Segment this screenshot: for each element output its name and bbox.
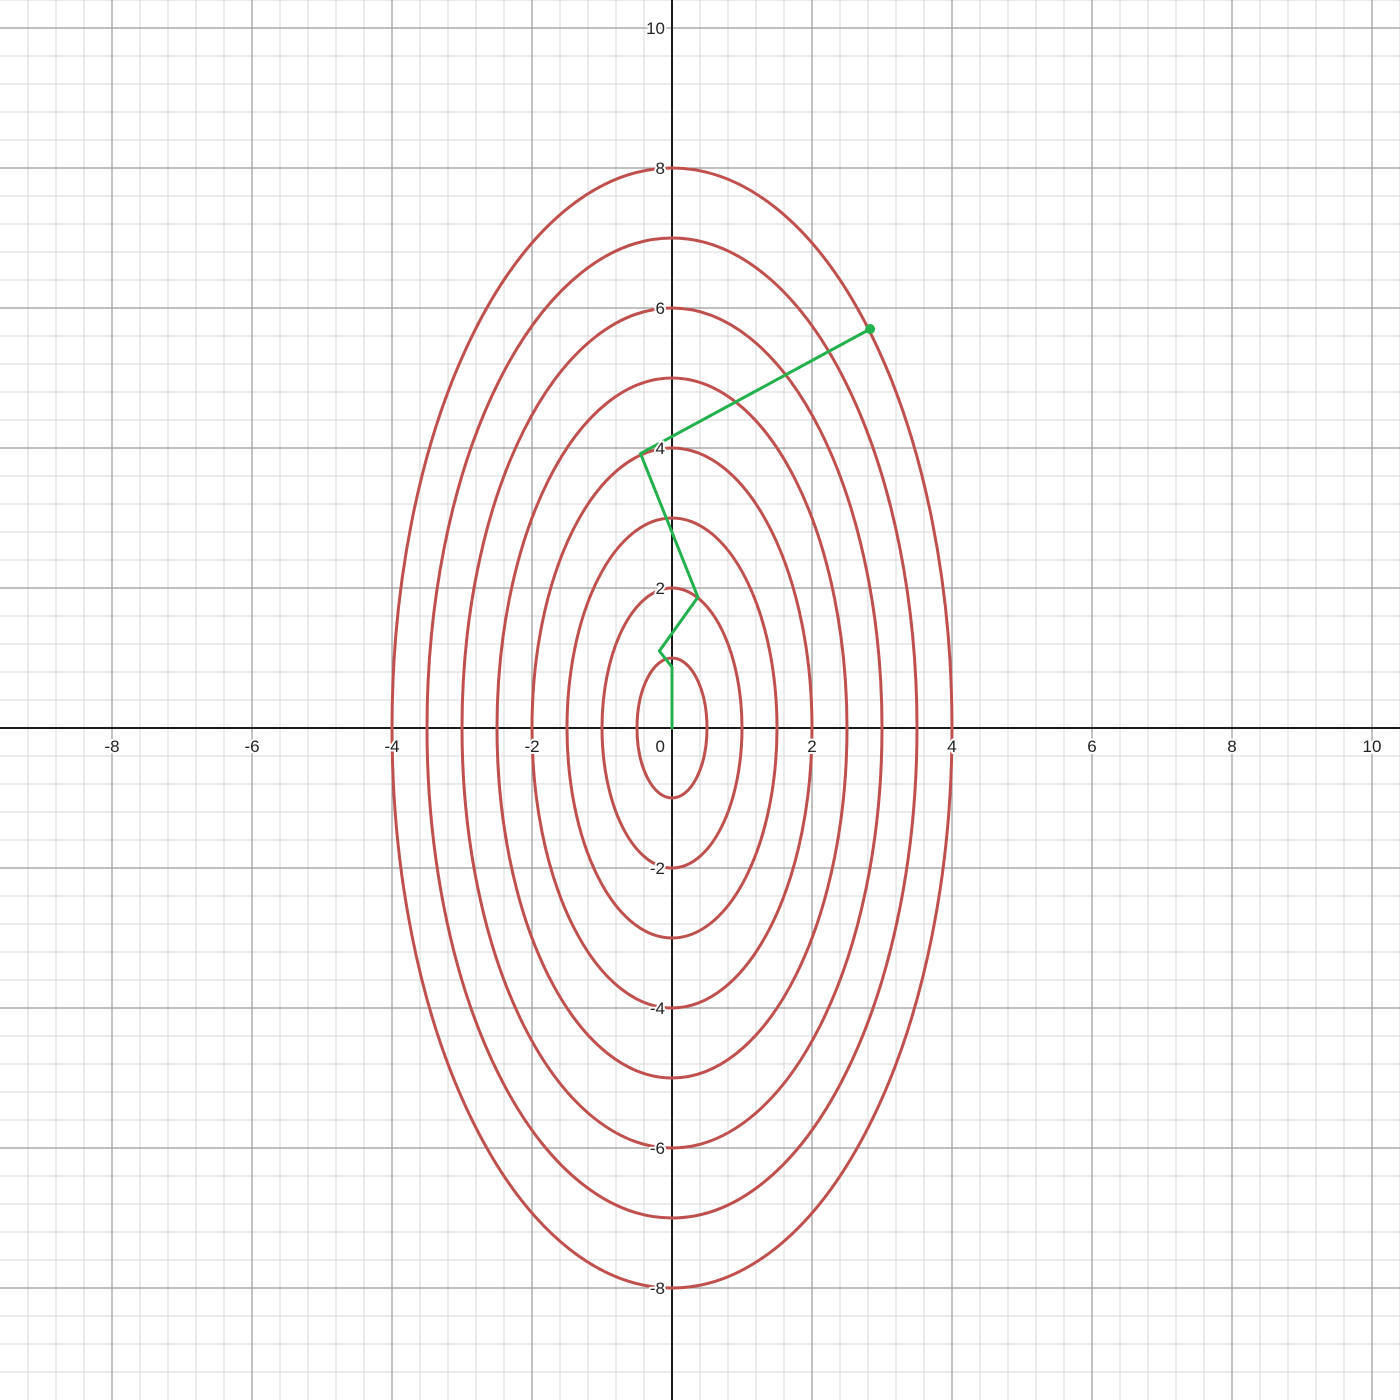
x-tick-label: -4 — [384, 737, 399, 756]
x-tick-label: 2 — [807, 737, 816, 756]
y-tick-label: -2 — [650, 859, 665, 878]
green-path-layer — [639, 324, 876, 730]
y-tick-label: -8 — [650, 1279, 665, 1298]
x-tick-label: 8 — [1227, 737, 1236, 756]
y-tick-label: 8 — [656, 159, 665, 178]
x-tick-label: 6 — [1087, 737, 1096, 756]
x-tick-label: -6 — [244, 737, 259, 756]
tick-labels: 0 -8 -6 -4 -2 2 4 6 8 10 -8 -6 -4 -2 2 4 6 8 10 — [102, 17, 1383, 1300]
y-tick-label: -6 — [650, 1139, 665, 1158]
path-end-point — [865, 324, 876, 334]
contour-ellipse-3 — [565, 516, 779, 940]
x-tick-label: 10 — [1363, 737, 1382, 756]
contour-ellipse-6 — [460, 306, 884, 1150]
y-tick-label: 4 — [656, 439, 665, 458]
x-tick-label: -2 — [524, 737, 539, 756]
contour-ellipse-8 — [390, 166, 954, 1290]
contour-ellipse-1 — [635, 656, 709, 800]
origin-label: 0 — [656, 737, 665, 756]
contour-ellipse-4 — [530, 446, 814, 1010]
y-tick-label: 10 — [646, 19, 665, 38]
descent-path-line — [639, 327, 872, 730]
contour-ellipse-2 — [600, 586, 744, 870]
x-tick-label: -8 — [104, 737, 119, 756]
ellipse-contours — [390, 166, 954, 1290]
contour-ellipse-7 — [425, 236, 919, 1220]
y-tick-label: 6 — [656, 299, 665, 318]
y-tick-label: 2 — [656, 579, 665, 598]
y-tick-label: -4 — [650, 999, 665, 1018]
x-tick-label: 4 — [947, 737, 956, 756]
contour-ellipse-5 — [495, 376, 849, 1080]
